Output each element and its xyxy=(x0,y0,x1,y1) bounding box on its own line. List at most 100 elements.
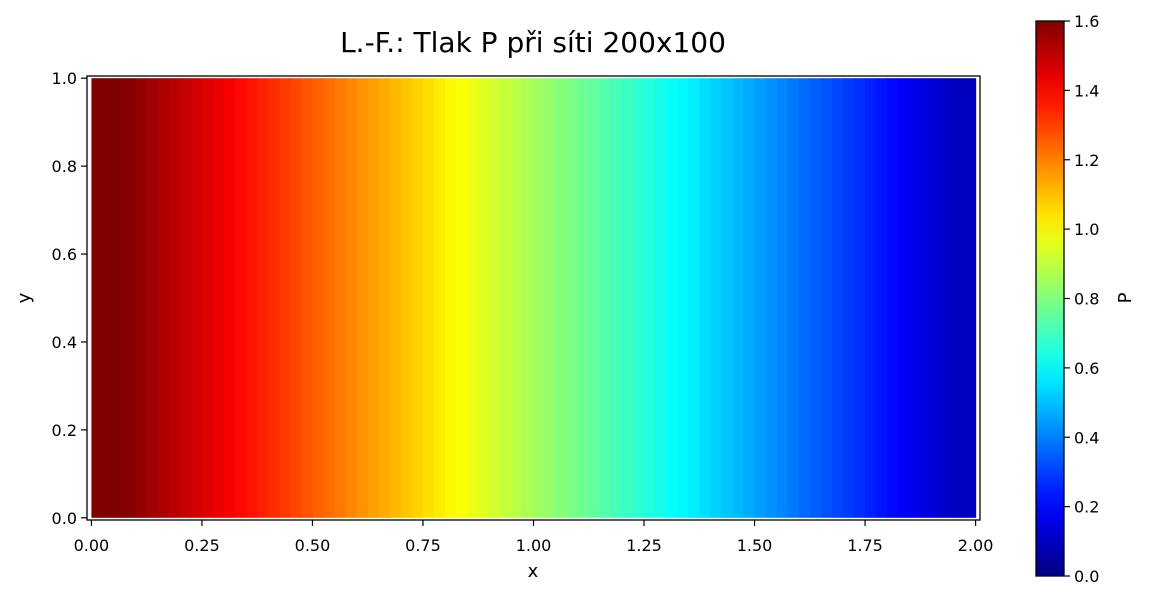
heatmap-cell xyxy=(124,78,137,518)
x-tick-label: 0.25 xyxy=(184,536,220,555)
colorbar-label: P xyxy=(1115,292,1136,303)
heatmap-cell xyxy=(721,78,734,518)
heatmap-cell xyxy=(389,78,402,518)
heatmap-cell xyxy=(577,78,590,518)
y-axis-label: y xyxy=(14,292,35,303)
colorbar-tick-label: 1.0 xyxy=(1074,220,1099,239)
heatmap-cell xyxy=(422,78,435,518)
heatmap-cell xyxy=(378,78,391,518)
heatmap-cell xyxy=(411,78,424,518)
heatmap-cell xyxy=(478,78,490,518)
heatmap-cell xyxy=(666,78,678,518)
x-tick-label: 1.75 xyxy=(847,536,883,555)
x-tick-label: 0.00 xyxy=(74,536,110,555)
heatmap-cell xyxy=(102,78,115,518)
heatmap-cell xyxy=(533,78,546,518)
heatmap-cell xyxy=(942,78,955,518)
heatmap-cell xyxy=(909,78,921,518)
heatmap-cell xyxy=(831,78,844,518)
heatmap-cell xyxy=(820,78,833,518)
heatmap-cell xyxy=(544,78,557,518)
colorbar-tick-label: 0.8 xyxy=(1074,290,1099,309)
heatmap-cell xyxy=(489,78,501,518)
heatmap-cell xyxy=(655,78,667,518)
heatmap-cell xyxy=(190,78,203,518)
y-tick-label: 0.2 xyxy=(52,421,77,440)
heatmap-cell xyxy=(224,78,236,518)
heatmap-cells xyxy=(91,78,977,518)
heatmap-cell xyxy=(854,78,866,518)
colorbar-tick-label: 1.6 xyxy=(1074,12,1099,31)
y-tick-label: 0.4 xyxy=(52,333,77,352)
colorbar-ticks: 0.0 0.2 0.4 0.6 0.8 1.0 1.2 1.4 1.6 xyxy=(1064,12,1099,586)
heatmap-cell xyxy=(743,78,756,518)
colorbar-tick-label: 0.2 xyxy=(1074,498,1099,517)
heatmap-cell xyxy=(610,78,623,518)
heatmap-cell xyxy=(312,78,325,518)
heatmap-cell xyxy=(599,78,612,518)
heatmap-cell xyxy=(809,78,822,518)
heatmap-cell xyxy=(168,78,181,518)
plot-area xyxy=(86,75,981,521)
colorbar-tick-label: 1.2 xyxy=(1074,151,1099,170)
y-axis: 0.0 0.2 0.4 0.6 0.8 1.0 xyxy=(52,69,87,528)
heatmap-cell xyxy=(268,78,280,518)
heatmap-cell xyxy=(964,78,977,518)
heatmap-cell xyxy=(865,78,877,518)
y-tick-label: 0.6 xyxy=(52,245,77,264)
heatmap-cell xyxy=(179,78,192,518)
heatmap-cell xyxy=(621,78,634,518)
heatmap-cell xyxy=(644,78,656,518)
x-tick-label: 1.25 xyxy=(626,536,662,555)
heatmap-cell xyxy=(898,78,910,518)
y-tick-label: 0.0 xyxy=(52,509,77,528)
heatmap-cell xyxy=(356,78,369,518)
heatmap-cell xyxy=(754,78,767,518)
heatmap-cell xyxy=(91,78,104,518)
heatmap-cell xyxy=(876,78,888,518)
heatmap-cell xyxy=(688,78,700,518)
heatmap-cell xyxy=(113,78,126,518)
heatmap-cell xyxy=(467,78,479,518)
heatmap-cell xyxy=(887,78,899,518)
heatmap-cell xyxy=(400,78,413,518)
x-axis-label: x xyxy=(528,561,539,582)
heatmap-cell xyxy=(522,78,535,518)
heatmap-cell xyxy=(235,78,247,518)
heatmap-cell xyxy=(511,78,524,518)
heatmap-cell xyxy=(135,78,148,518)
heatmap-cell xyxy=(699,78,711,518)
heatmap-cell xyxy=(246,78,258,518)
heatmap-cell xyxy=(201,78,214,518)
heatmap-cell xyxy=(334,78,347,518)
x-tick-label: 1.50 xyxy=(737,536,773,555)
heatmap-cell xyxy=(434,78,446,518)
heatmap-cell xyxy=(323,78,336,518)
heatmap-cell xyxy=(566,78,579,518)
x-tick-label: 0.50 xyxy=(295,536,331,555)
heatmap-cell xyxy=(345,78,358,518)
x-tick-label: 1.00 xyxy=(516,536,552,555)
heatmap-cell xyxy=(367,78,380,518)
heatmap-cell xyxy=(765,78,778,518)
heatmap-cell xyxy=(555,78,568,518)
heatmap-cell xyxy=(931,78,944,518)
heatmap-cell xyxy=(301,78,314,518)
chart-title: L.-F.: Tlak P při síti 200x100 xyxy=(340,26,726,59)
heatmap-cell xyxy=(212,78,225,518)
heatmap-cell xyxy=(445,78,457,518)
colorbar-tick-label: 0.6 xyxy=(1074,359,1099,378)
heatmap-cell xyxy=(290,78,303,518)
y-tick-label: 0.8 xyxy=(52,157,77,176)
heatmap-cell xyxy=(588,78,601,518)
heatmap-cell xyxy=(157,78,170,518)
heatmap-cell xyxy=(776,78,789,518)
colorbar-tick-label: 0.0 xyxy=(1074,567,1099,586)
y-tick-label: 1.0 xyxy=(52,69,77,88)
colorbar-tick-label: 0.4 xyxy=(1074,428,1099,447)
colorbar: 0.0 0.2 0.4 0.6 0.8 1.0 1.2 1.4 1.6 P xyxy=(1035,12,1136,586)
heatmap-cell xyxy=(677,78,689,518)
heatmap-cell xyxy=(632,78,645,518)
colorbar-gradient xyxy=(1035,20,1065,577)
heatmap-cell xyxy=(257,78,269,518)
